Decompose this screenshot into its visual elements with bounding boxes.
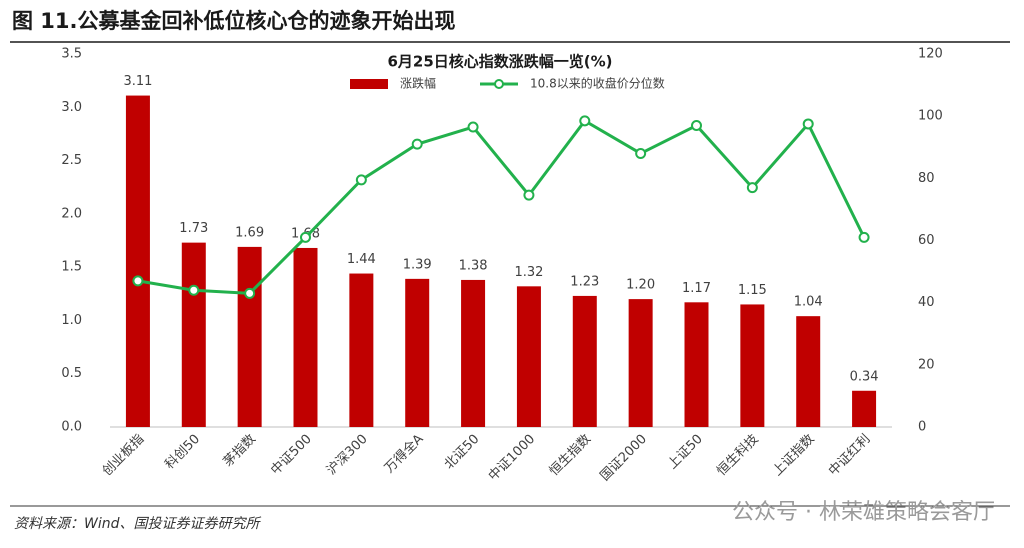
chart-title: 6月25日核心指数涨跌幅一览(%) [387,53,612,71]
y-tick-label: 2.5 [61,153,82,168]
legend-swatch [494,79,504,89]
line-marker [635,147,647,159]
data-label: 1.32 [514,265,543,280]
line-marker [467,121,479,133]
data-label: 0.34 [850,369,879,384]
bar [237,246,262,427]
y2-tick-label: 100 [918,109,943,124]
x-tick-label: 上证指数 [770,432,817,479]
bar [572,295,597,427]
data-label: 1.15 [738,283,767,298]
line [137,118,866,295]
line-marker [188,284,200,296]
x-tick-label: 创业板指 [100,432,147,479]
bar [461,279,486,427]
line-marker [132,275,144,287]
bar [293,247,318,427]
x-tick-label: 中证500 [268,432,315,479]
bar [405,278,430,427]
page-title: 图 11.公募基金回补低位核心仓的迹象开始出现 [12,9,456,33]
y2-tick-label: 80 [918,171,935,186]
line-marker [579,115,591,127]
y-tick-label: 1.0 [61,313,82,328]
x-tick-label: 中证红利 [825,431,873,479]
bar [516,286,541,427]
line-marker [355,174,367,186]
bar [684,302,709,427]
bar [628,299,653,427]
bar [125,95,150,427]
x-tick-label: 茅指数 [221,432,259,470]
y-tick-label: 3.0 [61,100,82,115]
bar [740,304,765,427]
x-tick-label: 上证50 [665,432,706,473]
x-tick-label: 科创50 [162,432,203,473]
data-label: 3.11 [123,74,152,89]
line-marker [523,189,535,201]
data-label: 1.04 [794,295,823,310]
y2-tick-label: 120 [918,47,943,62]
bar [349,273,374,427]
y2-tick-label: 40 [918,295,935,310]
legend-label: 10.8以来的收盘价分位数 [530,76,665,91]
x-tick-label: 沪深300 [323,431,370,478]
line-marker [300,231,311,243]
legend-swatch [350,79,388,89]
y-tick-label: 2.0 [61,206,82,221]
x-tick-label: 万得全A [381,431,426,476]
y2-tick-label: 60 [918,233,935,248]
source-note: 资料来源：Wind、国投证券证券研究所 [14,516,261,532]
data-label: 1.17 [682,281,711,296]
data-label: 1.39 [403,257,432,272]
x-tick-label: 恒生科技 [714,432,761,479]
y-tick-label: 0.0 [61,420,82,435]
x-tick-label: 中证1000 [486,432,538,484]
data-label: 1.23 [570,274,599,289]
bar [852,390,877,427]
y2-tick-label: 0 [918,420,926,435]
data-label: 1.20 [626,278,655,293]
y-tick-label: 0.5 [61,366,82,381]
data-label: 1.38 [459,258,488,273]
y-tick-label: 3.5 [61,47,82,62]
x-tick-label: 恒生指数 [547,432,594,479]
line-marker [858,231,870,243]
x-tick-label: 北证50 [442,432,483,473]
y-tick-label: 1.5 [61,260,82,275]
watermark: 公众号 · 林荣雄策略会客厅 [732,500,995,525]
x-tick-label: 国证2000 [598,432,650,484]
data-label: 1.73 [179,221,208,236]
y2-tick-label: 20 [918,357,935,372]
data-label: 1.44 [347,252,376,267]
bar [181,242,206,427]
legend-label: 涨跌幅 [400,76,436,91]
line-marker [244,287,256,299]
line-marker [746,182,758,194]
bar [796,316,821,427]
line-marker [411,138,423,150]
line-marker [691,119,702,131]
line-marker [802,118,814,130]
data-label: 1.69 [235,225,264,240]
